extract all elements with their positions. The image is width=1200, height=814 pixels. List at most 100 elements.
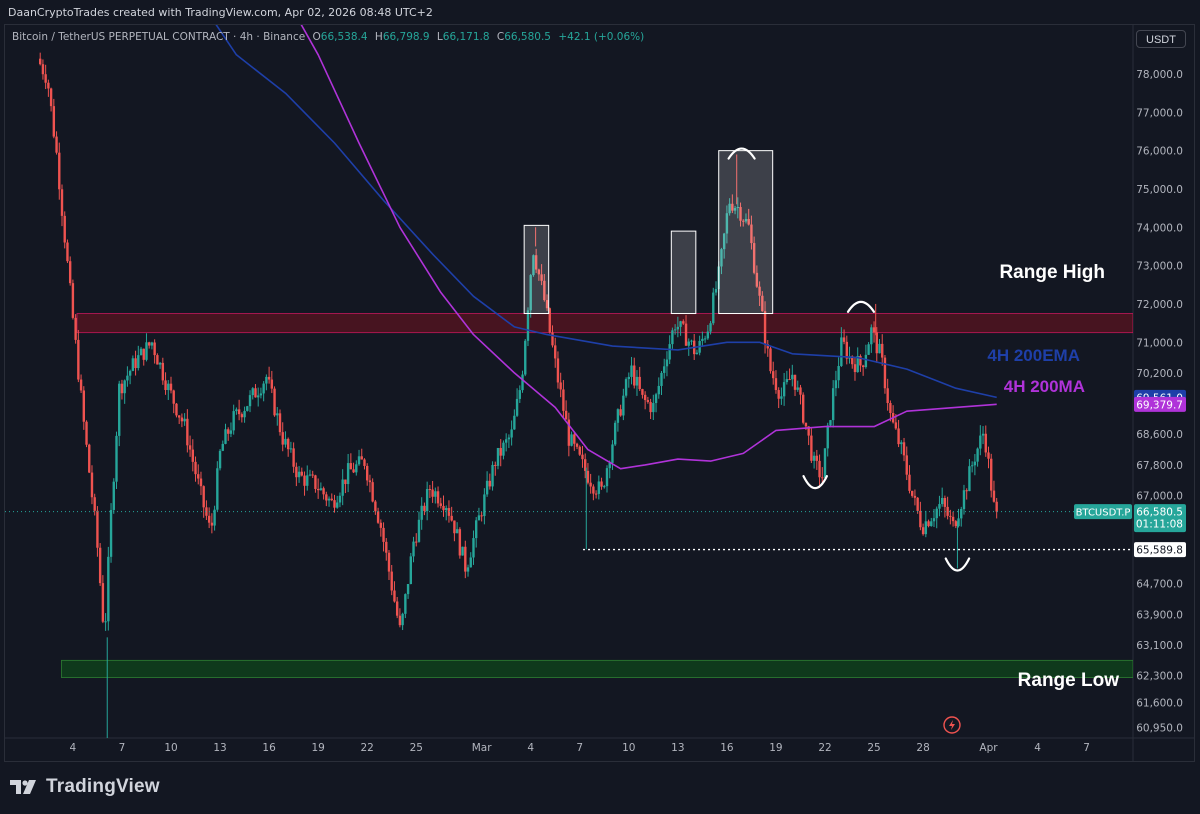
candle-body [630,365,633,377]
candle [554,337,557,368]
candle-body [278,413,282,433]
candle-body [660,372,663,386]
candle [74,314,77,344]
candle-body [720,249,723,267]
moving-averages [215,25,997,470]
candle-body [532,255,535,276]
candle [417,511,421,543]
candle [649,398,652,419]
candle [480,511,483,522]
candle-body [815,455,819,461]
candle [752,236,756,275]
candle-body [210,522,214,526]
candle [213,505,216,531]
candle-body [450,515,453,521]
candle [464,540,467,579]
x-tick-label: 13 [213,742,226,754]
candle-body [633,365,636,386]
candle [494,461,497,476]
candle [336,495,339,509]
candle [60,184,64,227]
candle-body [44,74,47,83]
price-chart[interactable]: 78,000.0 77,000.0 76,000.0 75,000.0 74,000.0… [0,0,1200,762]
y-tick-label: 70,200.0 [1136,368,1183,380]
symbol-title[interactable]: Bitcoin / TetherUS PERPETUAL CONTRACT · … [12,31,306,43]
candle-body [962,490,966,510]
candle [338,492,342,508]
candle [864,344,868,369]
candle-body [823,448,827,478]
candle [96,506,99,557]
candle [624,377,628,398]
candle [706,324,710,340]
candle [507,434,511,448]
current-price-value: 66,580.5 [1136,507,1183,519]
candle-body [148,342,151,346]
candle-body [728,203,731,214]
candle [701,331,704,347]
candle [725,205,729,244]
candle-body [346,463,350,485]
lightning-icon[interactable] [943,716,961,734]
candle [423,502,426,516]
candle-body [71,283,75,318]
candle-body [622,395,625,416]
candle-body [194,461,197,475]
x-tick-label: 28 [916,742,929,754]
candle [322,486,325,500]
candle-body [673,329,677,331]
candle [881,334,884,366]
candle [205,500,208,520]
candle-body [415,541,418,543]
candle [390,564,393,596]
candle-body [981,433,985,436]
candle [641,388,644,399]
candle-body [518,390,521,399]
candle [643,391,647,410]
candle [712,287,715,326]
candle [518,385,521,403]
candle-body [161,362,165,381]
candle [728,198,731,216]
candle-body [714,289,718,293]
candle-body [954,521,957,527]
candle [810,428,813,464]
currency-button[interactable]: USDT [1136,30,1186,48]
candle [769,345,772,374]
candle-body [382,527,385,542]
candle-body [687,341,690,346]
candle-body [128,370,132,376]
candle-body [845,341,848,359]
candle-body [232,411,235,431]
candle [774,370,778,394]
close-label: C [496,31,505,43]
candle-body [333,500,336,508]
x-tick-label: 7 [576,742,583,754]
candle [891,405,895,424]
candle [120,379,124,400]
candle [902,437,906,462]
candle-body [905,455,908,475]
candle-body [469,557,472,568]
candle-body [158,362,162,365]
candle-body [112,481,115,510]
candle [227,427,230,441]
candle-body [842,337,846,342]
candle [521,370,524,393]
candle-body [722,233,726,250]
candle-body [270,379,274,389]
candle [954,519,957,529]
candle [137,345,140,371]
candle-body [401,613,404,626]
candle [532,254,535,277]
candle [916,497,919,514]
candle [145,333,148,362]
candle [349,453,353,470]
candle [935,506,938,529]
candle-body [545,300,549,309]
candle-body [169,383,173,391]
y-tick-label: 67,000.0 [1136,491,1183,503]
candle-body [837,365,840,381]
candle-body [466,567,470,572]
tradingview-brand[interactable]: TradingView [10,776,160,798]
